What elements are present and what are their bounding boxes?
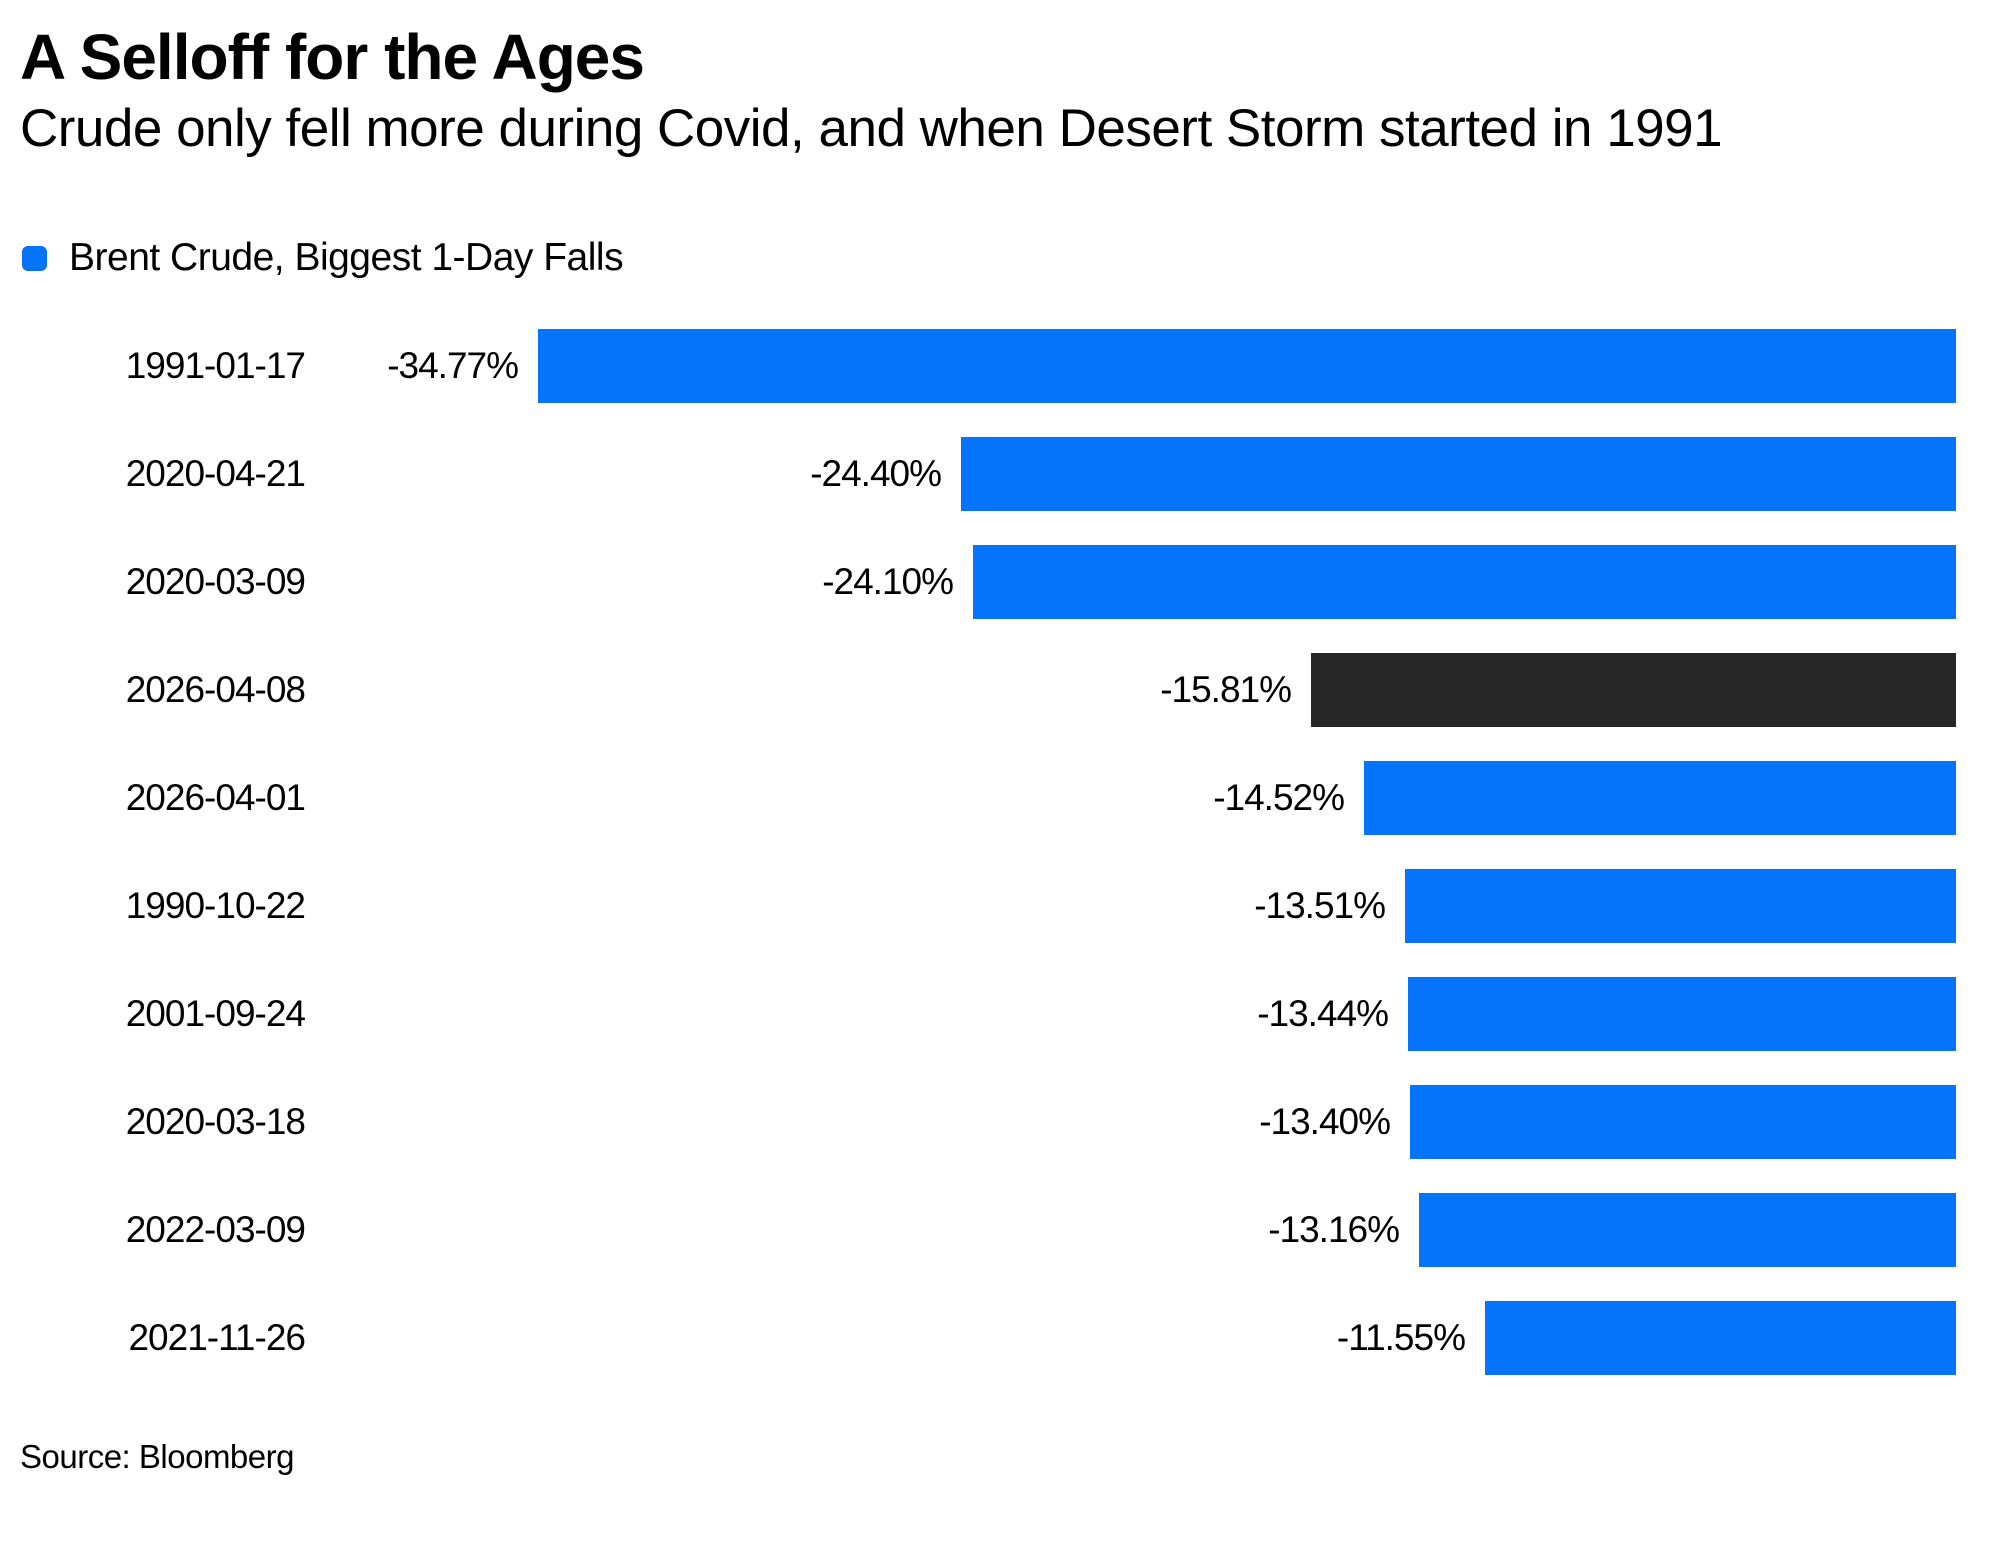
chart-subtitle: Crude only fell more during Covid, and w…	[20, 99, 1723, 158]
bar-row: 2020-03-09 -24.10%	[0, 528, 2000, 636]
data-bar	[973, 545, 1956, 619]
value-label: -13.51%	[1254, 885, 1386, 926]
value-label: -24.40%	[810, 453, 942, 494]
value-label: -15.81%	[1160, 669, 1292, 710]
category-date-label: 1991-01-17	[125, 345, 306, 386]
data-bar	[1405, 869, 1956, 943]
data-bar	[1419, 1193, 1956, 1267]
legend-swatch-icon	[22, 245, 47, 271]
data-bar	[961, 437, 1956, 511]
category-date-label: 1990-10-22	[125, 885, 306, 926]
value-label: -34.77%	[387, 345, 519, 386]
category-date-label: 2022-03-09	[125, 1209, 306, 1250]
data-bar	[1311, 653, 1956, 727]
value-label: -11.55%	[1336, 1317, 1466, 1358]
legend-label: Brent Crude, Biggest 1-Day Falls	[69, 236, 624, 279]
data-bar	[1364, 761, 1956, 835]
data-bar	[1485, 1301, 1956, 1375]
value-label: -13.16%	[1268, 1209, 1400, 1250]
legend: Brent Crude, Biggest 1-Day Falls	[22, 236, 624, 280]
bar-row: 2020-04-21 -24.40%	[0, 420, 2000, 528]
value-label: -13.44%	[1257, 993, 1389, 1034]
bar-row: 2001-09-24 -13.44%	[0, 960, 2000, 1068]
chart-title: A Selloff for the Ages	[20, 21, 645, 93]
value-label: -13.40%	[1259, 1101, 1391, 1142]
category-date-label: 2021-11-26	[128, 1317, 306, 1358]
bar-row: 2026-04-08 -15.81%	[0, 636, 2000, 744]
data-bar	[1408, 977, 1956, 1051]
data-bar	[538, 329, 1956, 403]
bar-row: 1991-01-17 -34.77%	[0, 312, 2000, 420]
category-date-label: 2026-04-01	[125, 777, 306, 818]
bar-row: 1990-10-22 -13.51%	[0, 852, 2000, 960]
bar-chart: 1991-01-17 -34.77% 2020-04-21 -24.40% 20…	[0, 312, 2000, 1392]
category-date-label: 2026-04-08	[125, 669, 306, 710]
bar-row: 2022-03-09 -13.16%	[0, 1176, 2000, 1284]
category-date-label: 2020-04-21	[125, 453, 306, 494]
bar-row: 2026-04-01 -14.52%	[0, 744, 2000, 852]
source-attribution: Source: Bloomberg	[20, 1438, 294, 1475]
value-label: -24.10%	[822, 561, 954, 602]
bar-row: 2021-11-26 -11.55%	[0, 1284, 2000, 1392]
category-date-label: 2020-03-18	[125, 1101, 306, 1142]
category-date-label: 2001-09-24	[125, 993, 306, 1034]
bar-row: 2020-03-18 -13.40%	[0, 1068, 2000, 1176]
value-label: -14.52%	[1213, 777, 1345, 818]
category-date-label: 2020-03-09	[125, 561, 306, 602]
data-bar	[1410, 1085, 1956, 1159]
